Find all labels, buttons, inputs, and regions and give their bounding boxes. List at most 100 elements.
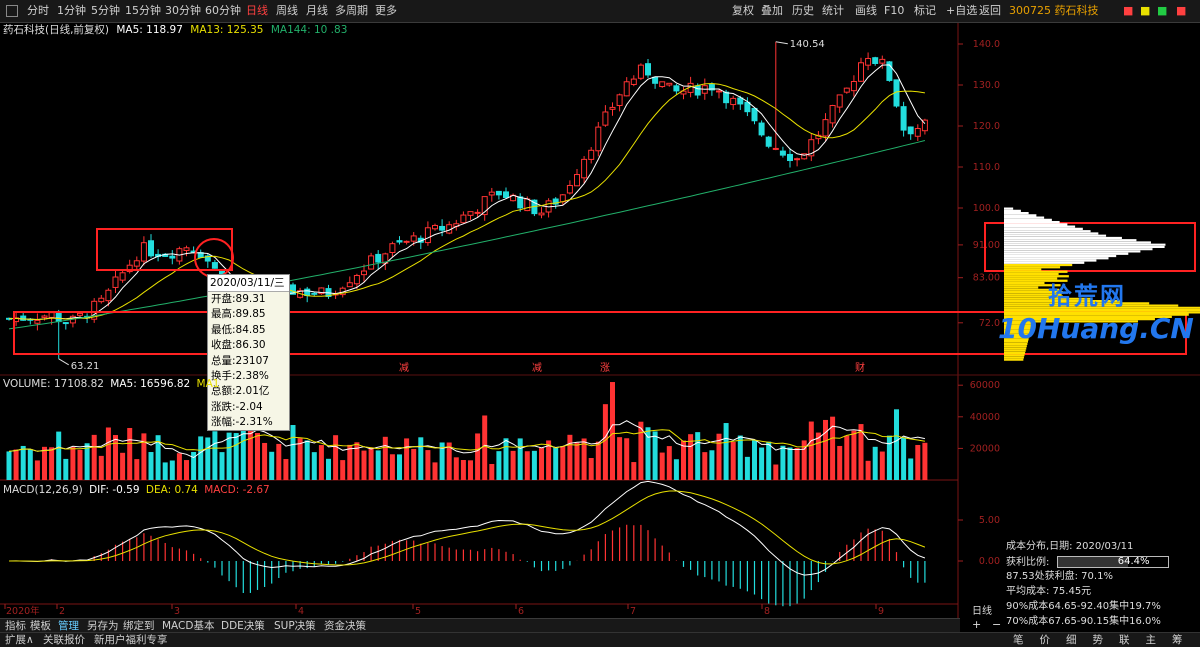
- volume-bar: [262, 442, 268, 480]
- macd-dif: DIF: -0.59: [89, 484, 140, 496]
- volume-bar: [737, 435, 743, 480]
- side-panel-tab-2[interactable]: 细: [1066, 634, 1077, 646]
- candle-body: [787, 153, 793, 162]
- candle-body: [623, 81, 630, 97]
- volume-bar: [879, 451, 885, 480]
- ma144-line: [8, 140, 926, 330]
- tool-button-6[interactable]: 标记: [914, 4, 936, 17]
- candle-body: [77, 312, 83, 316]
- tool-button-5[interactable]: F10: [884, 4, 905, 17]
- candle-body: [552, 198, 559, 205]
- tool-button-0[interactable]: 复权: [732, 4, 754, 17]
- volume-bar: [638, 421, 644, 480]
- volume-bar: [503, 438, 509, 480]
- tool-button-4[interactable]: 画线: [855, 4, 877, 17]
- volume-bar: [815, 432, 821, 480]
- indicator-tab-3[interactable]: 另存为: [87, 620, 119, 632]
- highlight-box-top: [96, 228, 233, 271]
- candle-body: [204, 255, 211, 262]
- volume-bar: [773, 464, 779, 480]
- indicator-tab-5[interactable]: MACD基本: [162, 620, 215, 632]
- period-tab-0[interactable]: 分时: [27, 4, 49, 17]
- status-link-0[interactable]: 扩展∧: [5, 634, 34, 646]
- volume-ma10: MA1: [196, 378, 220, 390]
- candle-body: [318, 287, 325, 295]
- triangle-up-icon[interactable]: ■: [1157, 4, 1168, 17]
- volume-bar: [610, 382, 615, 480]
- macd-tick-label: 5.00: [979, 515, 1000, 526]
- candle-body: [474, 211, 481, 214]
- period-tab-3[interactable]: 15分钟: [125, 4, 161, 17]
- volume-bar: [482, 415, 488, 480]
- tool-button-8[interactable]: 返回: [979, 4, 1001, 17]
- volume-bar: [91, 434, 97, 480]
- side-panel-tab-0[interactable]: 笔: [1013, 634, 1024, 646]
- volume-bar: [205, 437, 211, 480]
- period-tab-4[interactable]: 30分钟: [165, 4, 201, 17]
- indicator-tab-2[interactable]: 管理: [58, 620, 79, 632]
- volume-bar: [560, 446, 566, 480]
- window-menu-icon[interactable]: [6, 5, 18, 17]
- side-panel-tab-4[interactable]: 联: [1119, 634, 1130, 646]
- period-tab-1[interactable]: 1分钟: [57, 4, 86, 17]
- side-panel-tab-1[interactable]: 价: [1039, 634, 1051, 646]
- period-tab-10[interactable]: 更多: [375, 4, 397, 17]
- side-panel-tab-5[interactable]: 主: [1145, 634, 1157, 646]
- tool-button-2[interactable]: 历史: [792, 4, 814, 17]
- candle-body: [737, 97, 744, 105]
- indicator-tab-7[interactable]: SUP决策: [274, 620, 316, 632]
- tool-button-1[interactable]: 叠加: [761, 4, 783, 17]
- volume-bar: [212, 431, 218, 480]
- indicator-tab-4[interactable]: 绑定到: [123, 620, 155, 632]
- volume-bar: [42, 446, 47, 480]
- volume-bar: [98, 455, 104, 480]
- period-tab-7[interactable]: 周线: [276, 4, 298, 17]
- volume-bar: [333, 435, 339, 480]
- volume-bar: [13, 449, 19, 480]
- volume-bar: [169, 460, 175, 480]
- period-tab-2[interactable]: 5分钟: [91, 4, 120, 17]
- volume-bar: [20, 445, 26, 480]
- indicator-tab-6[interactable]: DDE决策: [221, 620, 265, 632]
- macd-histogram: [15, 524, 926, 607]
- bell-icon[interactable]: ■: [1140, 4, 1151, 17]
- tool-button-7[interactable]: +自选: [946, 4, 978, 17]
- cost-line1: 87.53处获利盘: 70.1%: [1006, 571, 1113, 582]
- watermark-cn: 拾荒网: [1048, 281, 1126, 310]
- volume-bar: [780, 445, 786, 480]
- price-tick-label: 72.0: [979, 318, 1000, 329]
- period-tab-6[interactable]: 日线: [246, 4, 268, 17]
- flag-icon[interactable]: ■: [1123, 4, 1134, 17]
- volume-bar: [595, 441, 601, 480]
- indicator-tab-0[interactable]: 指标: [5, 620, 26, 632]
- candles-group: [6, 41, 928, 359]
- tooltip-row: 涨幅:-2.31%: [211, 416, 273, 429]
- volume-bar: [702, 452, 708, 480]
- candle-body: [765, 136, 772, 147]
- candle-body: [659, 81, 666, 88]
- ma5-label: MA5: 118.97: [116, 24, 183, 36]
- candle-body: [872, 57, 879, 64]
- triangle-down-icon[interactable]: ■: [1176, 4, 1187, 17]
- tool-button-3[interactable]: 统计: [822, 4, 844, 17]
- cost-profit-row: 获利比例: 64.4%: [1006, 556, 1169, 569]
- volume-bar: [418, 437, 424, 480]
- volume-tick-label: 60000: [970, 380, 1000, 391]
- side-panel-tab-6[interactable]: 筹: [1172, 634, 1183, 646]
- candle-body: [140, 242, 147, 262]
- period-tab-8[interactable]: 月线: [306, 4, 328, 17]
- status-link-1[interactable]: 关联报价: [43, 634, 85, 646]
- price-tick-label: 110.0: [973, 162, 1000, 173]
- period-tab-5[interactable]: 60分钟: [205, 4, 241, 17]
- indicator-tab-8[interactable]: 资金决策: [324, 620, 366, 632]
- period-tab-9[interactable]: 多周期: [335, 4, 368, 17]
- status-link-2[interactable]: 新用户福利专享: [94, 634, 168, 646]
- indicator-tab-1[interactable]: 模板: [30, 620, 51, 632]
- candle-body: [843, 87, 850, 93]
- volume-bar: [574, 442, 580, 480]
- volume-label: VOLUME: 17108.82 MA5: 16596.82 MA1: [3, 378, 219, 391]
- side-panel-tab-3[interactable]: 势: [1092, 634, 1104, 646]
- low-marker-line: [58, 358, 69, 366]
- candle-body: [432, 224, 438, 230]
